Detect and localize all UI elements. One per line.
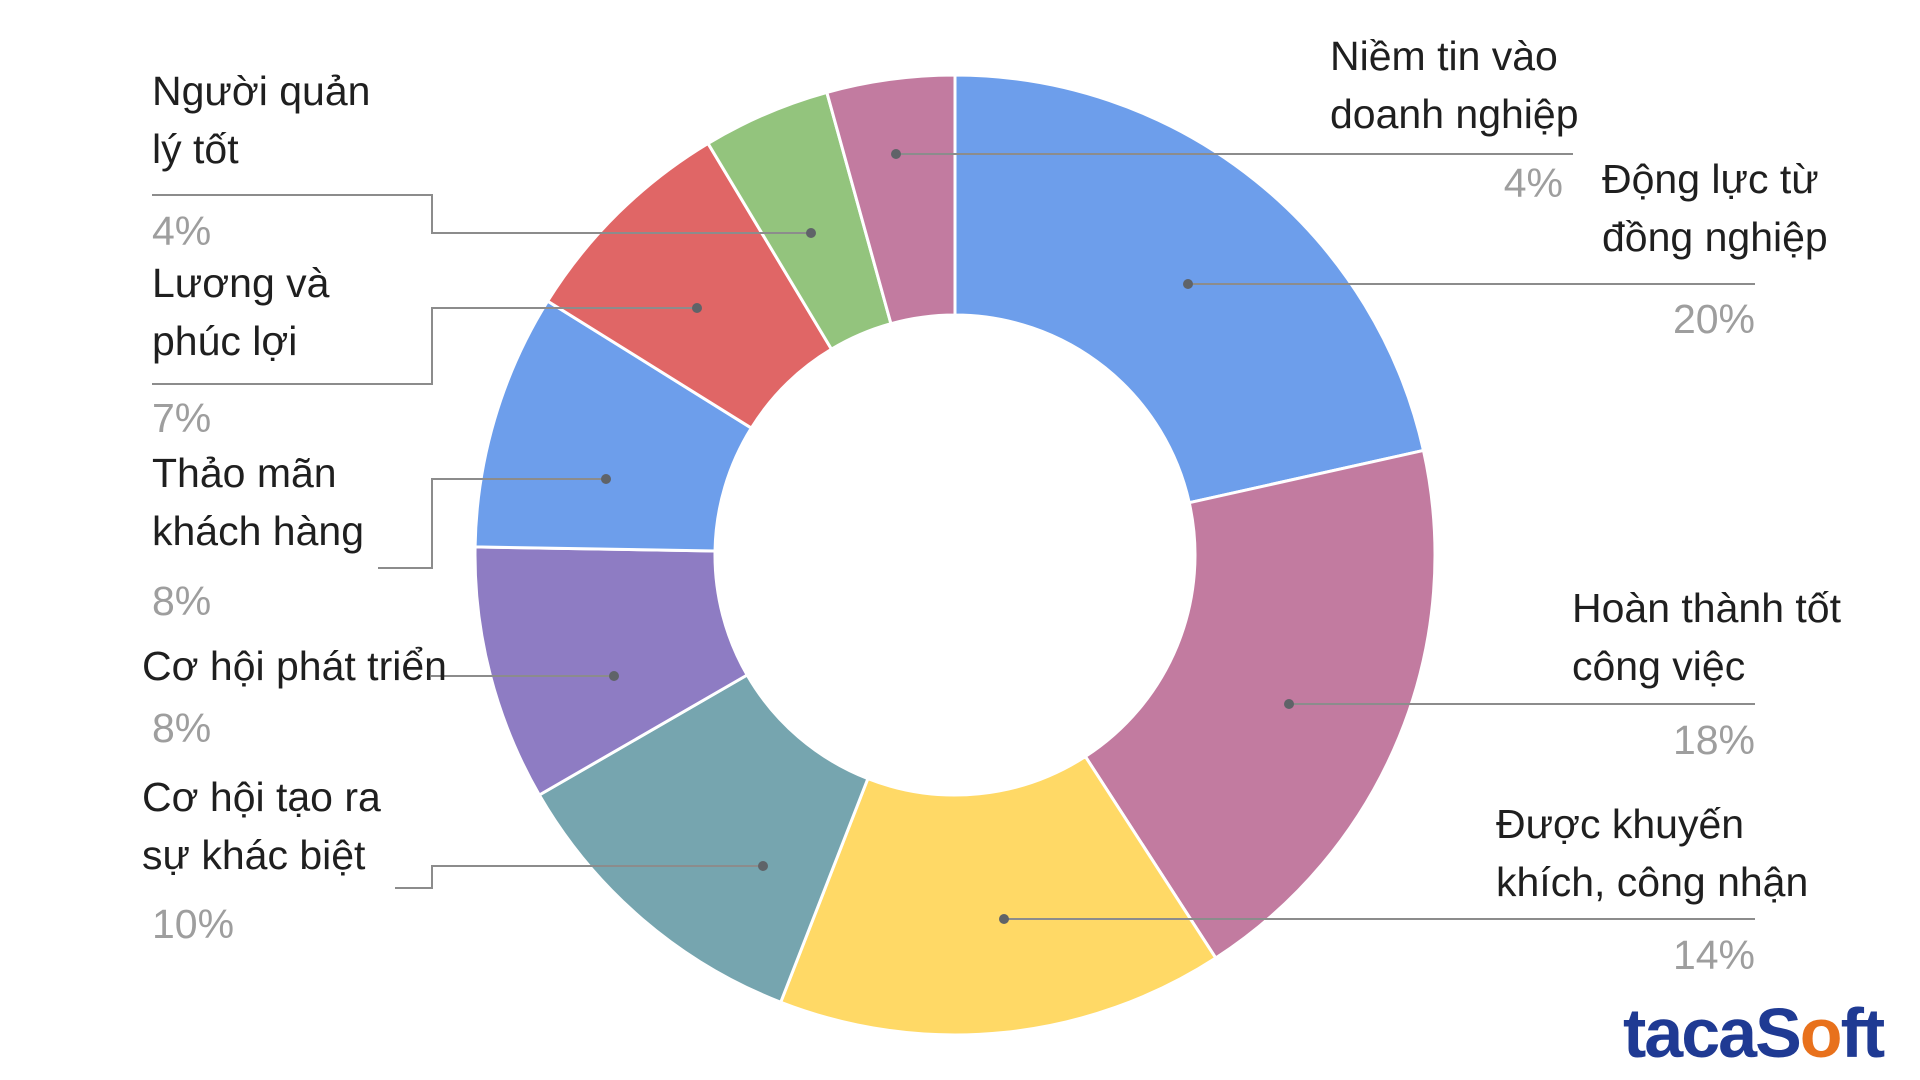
slice-percent-recognition: 14% (1673, 932, 1755, 978)
slice-label-difference: Cơ hội tạo ra sự khác biệt (142, 774, 381, 878)
leader-line-customer (378, 478, 606, 569)
slice-label-line: Người quản (152, 68, 370, 114)
slice-label-line: Lương và (152, 260, 330, 306)
slice-percent-manager: 4% (152, 208, 211, 254)
leader-dot-salary (692, 303, 702, 313)
slice-label-line: công việc (1572, 643, 1745, 689)
leader-dot-customer (601, 474, 611, 484)
slice-percent-peer: 20% (1673, 296, 1755, 342)
slice-label-line: Hoàn thành tốt (1572, 585, 1842, 631)
slice-percent-customer: 8% (152, 578, 211, 624)
labels-layer: Niềm tin vào doanh nghiệp 4% Động lực từ đồn… (142, 33, 1842, 978)
leaders-layer (152, 149, 1755, 924)
slice-label-line: lý tốt (152, 126, 239, 172)
slice-label-line: khách hàng (152, 508, 364, 554)
leader-dot-growth (609, 671, 619, 681)
slice-label-salary: Lương và phúc lợi (152, 260, 330, 364)
leader-dot-difference (758, 861, 768, 871)
slice-label-line: sự khác biệt (142, 832, 366, 878)
slice-label-line: doanh nghiệp (1330, 91, 1579, 137)
slice-percent-growth: 8% (152, 705, 211, 751)
slice-label-line: khích, công nhận (1496, 859, 1808, 905)
slice-percent-trust: 4% (1504, 160, 1563, 206)
leader-dot-manager (806, 228, 816, 238)
slice-peer (953, 73, 1426, 505)
leader-line-manager (152, 194, 811, 234)
slice-label-work: Hoàn thành tốt công việc (1572, 585, 1842, 689)
leader-line-difference (395, 865, 763, 889)
slice-label-line: Thảo mãn (152, 450, 337, 496)
leader-dot-recognition (999, 914, 1009, 924)
slice-recognition (778, 754, 1218, 1037)
slice-label-line: đồng nghiệp (1602, 214, 1828, 260)
slice-label-line: Động lực từ (1602, 156, 1819, 202)
slice-work (1083, 448, 1437, 961)
slice-label-recognition: Được khuyến khích, công nhận (1496, 801, 1808, 905)
slice-label-customer: Thảo mãn khách hàng (152, 450, 364, 554)
logo-suffix: ft (1840, 994, 1886, 1072)
logo-prefix: tacaS (1623, 994, 1802, 1072)
slice-label-peer: Động lực từ đồng nghiệp (1602, 156, 1828, 260)
tacasoft-logo: tacaSoft (1623, 998, 1885, 1068)
logo-mark: o (1799, 994, 1843, 1072)
slice-label-line: Cơ hội phát triển (142, 643, 447, 689)
slice-label-line: Được khuyến (1496, 801, 1744, 847)
leader-dot-work (1284, 699, 1294, 709)
slices-layer (473, 73, 1437, 1037)
slice-label-line: phúc lợi (152, 318, 297, 364)
leader-dot-peer (1183, 279, 1193, 289)
slice-percent-work: 18% (1673, 717, 1755, 763)
slice-label-trust: Niềm tin vào doanh nghiệp (1330, 33, 1579, 137)
slice-label-growth: Cơ hội phát triển (142, 643, 447, 689)
slice-difference (537, 672, 870, 1005)
slice-percent-salary: 7% (152, 395, 211, 441)
leader-dot-trust (891, 149, 901, 159)
leader-line-salary (152, 307, 697, 385)
slice-label-manager: Người quản lý tốt (152, 68, 370, 172)
slice-label-line: Niềm tin vào (1330, 33, 1558, 79)
slice-label-line: Cơ hội tạo ra (142, 774, 381, 820)
slice-percent-difference: 10% (152, 901, 234, 947)
slice-trust (825, 73, 957, 326)
